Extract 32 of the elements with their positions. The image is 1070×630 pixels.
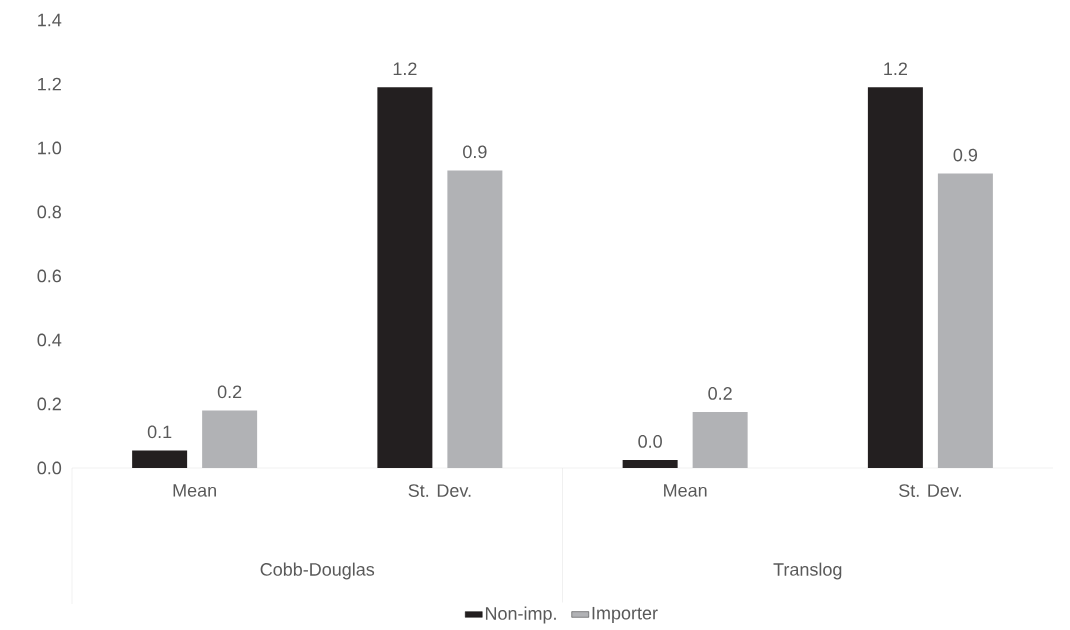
y-tick-label: 0.6 — [37, 269, 62, 283]
text: Cobb-Douglas — [260, 562, 375, 580]
legend-label: Non-imp. — [485, 606, 556, 624]
legend-label: Importer — [592, 606, 658, 624]
bar — [377, 87, 433, 468]
data-label: 0.2 — [217, 385, 242, 399]
x-tick-label: Mean — [173, 484, 216, 497]
bar — [692, 412, 748, 468]
y-tick-label: 0.2 — [37, 397, 61, 411]
data-label: 1.2 — [884, 62, 907, 75]
y-tick-label: 1.4 — [38, 13, 62, 27]
bar — [867, 87, 923, 468]
bar — [937, 173, 993, 468]
data-label: 0.0 — [638, 435, 662, 448]
y-tick-label: 1.2 — [38, 77, 61, 91]
data-label: 0.9 — [463, 145, 487, 159]
text: Translog — [773, 562, 842, 580]
y-tick-label: 1.0 — [38, 141, 62, 155]
bar — [132, 450, 188, 468]
data-label: 0.2 — [708, 387, 732, 400]
y-tick-label: 0.0 — [37, 461, 62, 475]
y-tick-label: 0.8 — [37, 205, 62, 219]
data-label: 0.9 — [953, 148, 978, 162]
bar — [202, 410, 258, 468]
data-label: 0.1 — [147, 425, 172, 439]
x-tick-label: St. Dev. — [899, 484, 961, 497]
bar — [622, 460, 678, 468]
y-tick-label: 0.4 — [37, 333, 62, 347]
data-label: 1.2 — [393, 62, 417, 75]
x-tick-label: St. Dev. — [408, 484, 471, 497]
bar — [447, 170, 503, 468]
x-tick-label: Mean — [664, 484, 707, 497]
